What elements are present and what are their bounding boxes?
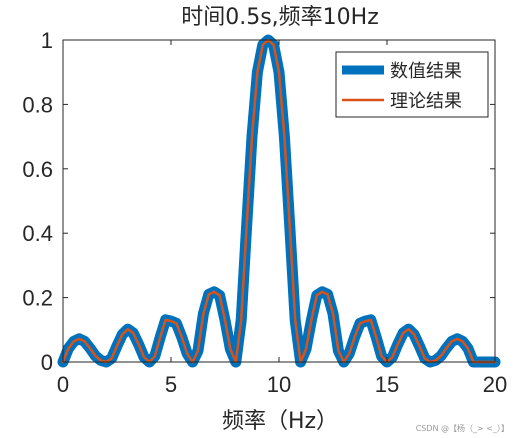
y-tick-label: 0 (41, 350, 53, 375)
legend-box (335, 51, 489, 118)
series-line-2 (61, 38, 497, 364)
x-tick-label: 20 (483, 372, 507, 397)
y-tick-label: 0.6 (22, 157, 53, 182)
chart-title: 时间0.5s,频率10Hz (181, 5, 379, 30)
y-tick-label: 0.4 (22, 221, 53, 246)
y-tick-label: 0.8 (22, 92, 53, 117)
legend-label-1: 数值结果 (390, 61, 462, 82)
x-tick-label: 15 (375, 372, 399, 397)
y-tick-label: 1 (41, 28, 53, 53)
x-tick-label: 5 (165, 372, 177, 397)
x-tick-label: 0 (57, 372, 69, 397)
watermark: CSDN @【杨（_> <_）】 (415, 424, 509, 433)
axes-layer: 0 5 10 15 20 0 0.2 0.4 0.6 0.8 1 (22, 28, 507, 397)
x-axis-label: 频率（Hz） (222, 409, 338, 434)
legend-label-2: 理论结果 (390, 91, 462, 112)
y-tick-label: 0.2 (22, 286, 53, 311)
series-layer (57, 34, 501, 368)
x-tick-label: 10 (267, 372, 291, 397)
